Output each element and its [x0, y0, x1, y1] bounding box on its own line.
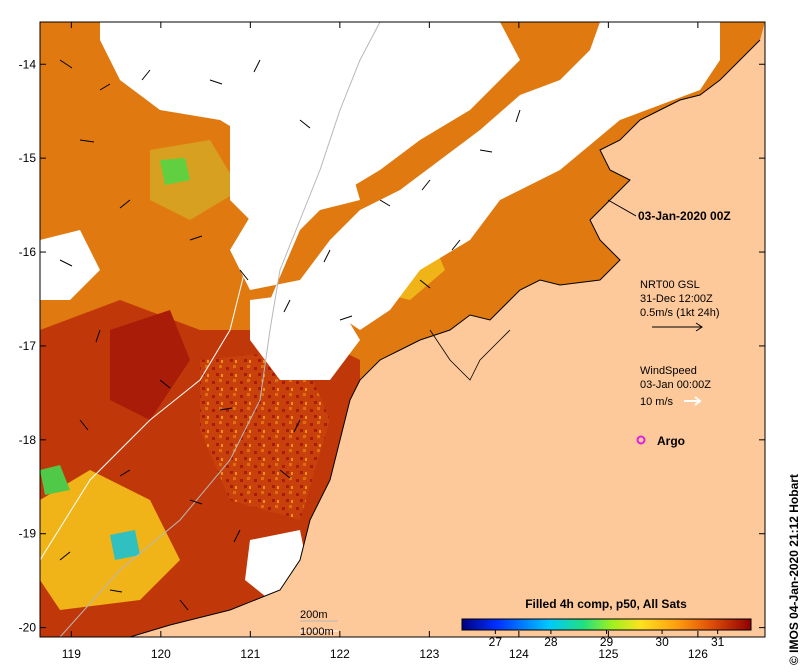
sst-green-patch-2	[40, 465, 70, 495]
cloud-cover-north	[100, 22, 765, 330]
land-mass	[130, 22, 765, 637]
colorbar-tick-label: 28	[544, 635, 558, 649]
colorbar-tick-label: 29	[600, 635, 614, 649]
lon-tick-label: 126	[688, 647, 708, 661]
lat-tick-label: -17	[19, 339, 37, 353]
longitude-axis: 119 120 121 122 123 124 125 126	[62, 22, 708, 661]
sst-cyan-patch	[110, 530, 140, 560]
coastline-inlet	[429, 329, 511, 381]
coastline	[129, 39, 761, 637]
lat-tick-label: -19	[19, 527, 37, 541]
date-label: 03-Jan-2020 00Z	[638, 209, 731, 223]
date-pointer-line	[607, 199, 637, 217]
sst-hot-patch	[110, 310, 190, 420]
credit-text: © IMOS 04-Jan-2020 21:12 Hobart	[787, 474, 801, 665]
cloud-cover-central	[230, 100, 340, 240]
lon-tick-label: 125	[598, 647, 618, 661]
lat-tick-label: -20	[19, 621, 37, 635]
map-border	[39, 21, 766, 638]
wind-legend-line3: 10 m/s	[640, 396, 674, 408]
argo-label: Argo	[657, 434, 685, 448]
wind-legend-arrow	[684, 396, 702, 406]
colorbar-title: Filled 4h comp, p50, All Sats	[525, 597, 687, 611]
current-legend-line3: 0.5m/s (1kt 24h)	[640, 307, 719, 319]
sst-green-patch	[160, 158, 190, 185]
latitude-axis: -14 -15 -16 -17 -18 -19 -20	[19, 57, 765, 635]
lon-tick-label: 119	[62, 647, 81, 661]
colorbar: Filled 4h comp, p50, All Sats 27 28 29 30 31	[461, 597, 752, 649]
colorbar-tick-label: 30	[655, 635, 669, 649]
colorbar-ticks: 27 28 29 30 31	[489, 630, 725, 649]
lat-tick-label: -18	[19, 433, 37, 447]
bathymetry-200m	[59, 22, 381, 637]
lat-tick-label: -15	[19, 151, 37, 165]
lon-tick-label: 123	[419, 647, 439, 661]
colorbar-tick-label: 31	[711, 635, 725, 649]
bathymetry-label-1000m: 1000m	[300, 626, 334, 638]
lon-tick-label: 120	[151, 647, 171, 661]
current-legend-line2: 31-Dec 12:00Z	[640, 293, 713, 305]
lon-tick-label: 124	[509, 647, 529, 661]
argo-icon	[636, 435, 646, 445]
current-legend-arrow	[652, 322, 703, 332]
current-legend-line1: NRT00 GSL	[640, 279, 700, 291]
cloud-cover-small	[300, 165, 360, 210]
sst-speckle-patch	[200, 350, 330, 520]
wind-legend-line2: 03-Jan 00:00Z	[640, 379, 711, 391]
lat-tick-label: -16	[19, 245, 37, 259]
cloud-cover-mid	[250, 290, 360, 380]
wind-legend-line1: WindSpeed	[640, 365, 697, 377]
colorbar-tick-label: 27	[489, 635, 503, 649]
sst-cool-patch	[40, 470, 180, 610]
bathymetry-1000m	[40, 22, 256, 561]
vector-field	[59, 59, 521, 611]
bathymetry-label-200m: 200m	[300, 609, 328, 621]
lat-tick-label: -14	[19, 57, 37, 71]
lon-tick-label: 121	[240, 647, 260, 661]
colorbar-gradient	[461, 618, 752, 631]
lon-tick-label: 122	[330, 647, 350, 661]
map-layers	[40, 22, 765, 637]
